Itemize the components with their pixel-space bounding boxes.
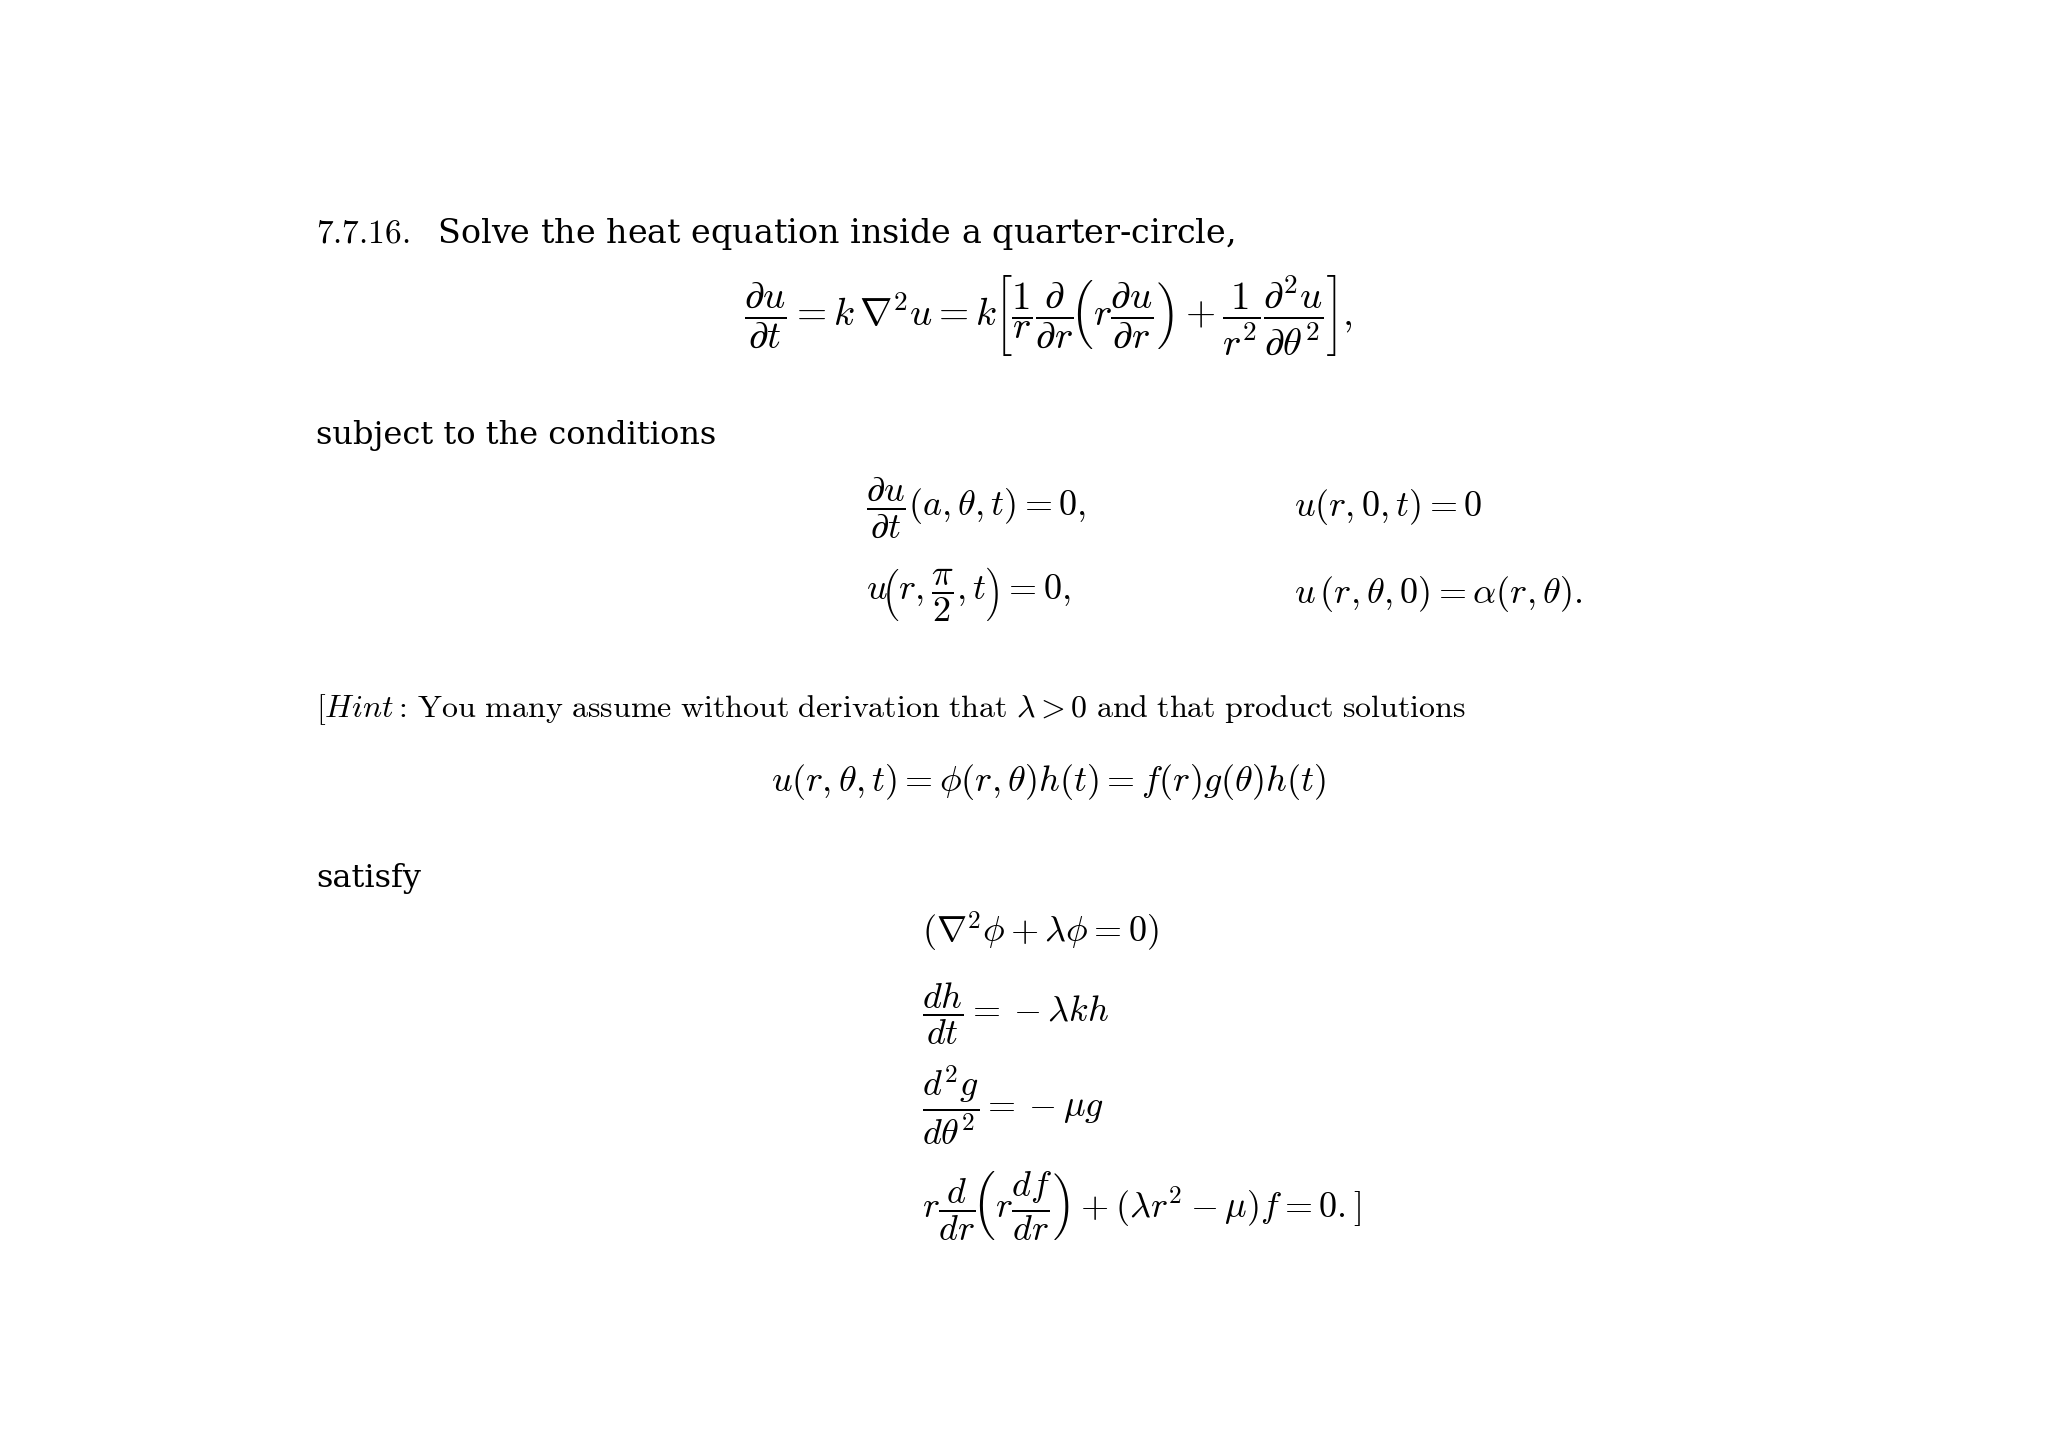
Text: $u(r,\theta,t) = \phi(r,\theta)h(t) = f(r)g(\theta)h(t)$: $u(r,\theta,t) = \phi(r,\theta)h(t) = f(… — [771, 762, 1326, 802]
Text: $(\nabla^2\phi + \lambda\phi = 0)$: $(\nabla^2\phi + \lambda\phi = 0)$ — [921, 910, 1158, 954]
Text: $\dfrac{dh}{dt} = -\lambda kh$: $\dfrac{dh}{dt} = -\lambda kh$ — [921, 980, 1109, 1046]
Text: satisfy: satisfy — [315, 863, 421, 894]
Text: $[$$\mathit{Hint}$$\mathrm{:\,You\ many\ assume\ without\ derivation\ that\ }$$\: $[$$\mathit{Hint}$$\mathrm{:\,You\ many\… — [315, 692, 1465, 727]
Text: $u\!\left(r,\dfrac{\pi}{2},t\right) = 0,$: $u\!\left(r,\dfrac{\pi}{2},t\right) = 0,… — [865, 565, 1070, 623]
Text: $r\dfrac{d}{dr}\!\left(r\dfrac{df}{dr}\right) + (\lambda r^2 - \mu)f = 0.]$: $r\dfrac{d}{dr}\!\left(r\dfrac{df}{dr}\r… — [921, 1169, 1361, 1243]
Text: $u(r,0,t) = 0$: $u(r,0,t) = 0$ — [1295, 487, 1483, 527]
Text: $\dfrac{d^2g}{d\theta^2} = -\mu g$: $\dfrac{d^2g}{d\theta^2} = -\mu g$ — [921, 1062, 1103, 1147]
Text: subject to the conditions: subject to the conditions — [315, 420, 716, 451]
Text: $\dfrac{\partial u}{\partial t} = k\,\nabla^2 u = k\left[\dfrac{1}{r}\dfrac{\par: $\dfrac{\partial u}{\partial t} = k\,\na… — [745, 273, 1352, 358]
Text: $u\,(r,\theta,0) = \alpha(r,\theta).$: $u\,(r,\theta,0) = \alpha(r,\theta).$ — [1295, 574, 1584, 614]
Text: $\mathbf{7.7.16.}$  Solve the heat equation inside a quarter-circle,: $\mathbf{7.7.16.}$ Solve the heat equati… — [315, 215, 1234, 251]
Text: $\dfrac{\partial u}{\partial t}(a,\theta,t) = 0,$: $\dfrac{\partial u}{\partial t}(a,\theta… — [865, 474, 1086, 540]
